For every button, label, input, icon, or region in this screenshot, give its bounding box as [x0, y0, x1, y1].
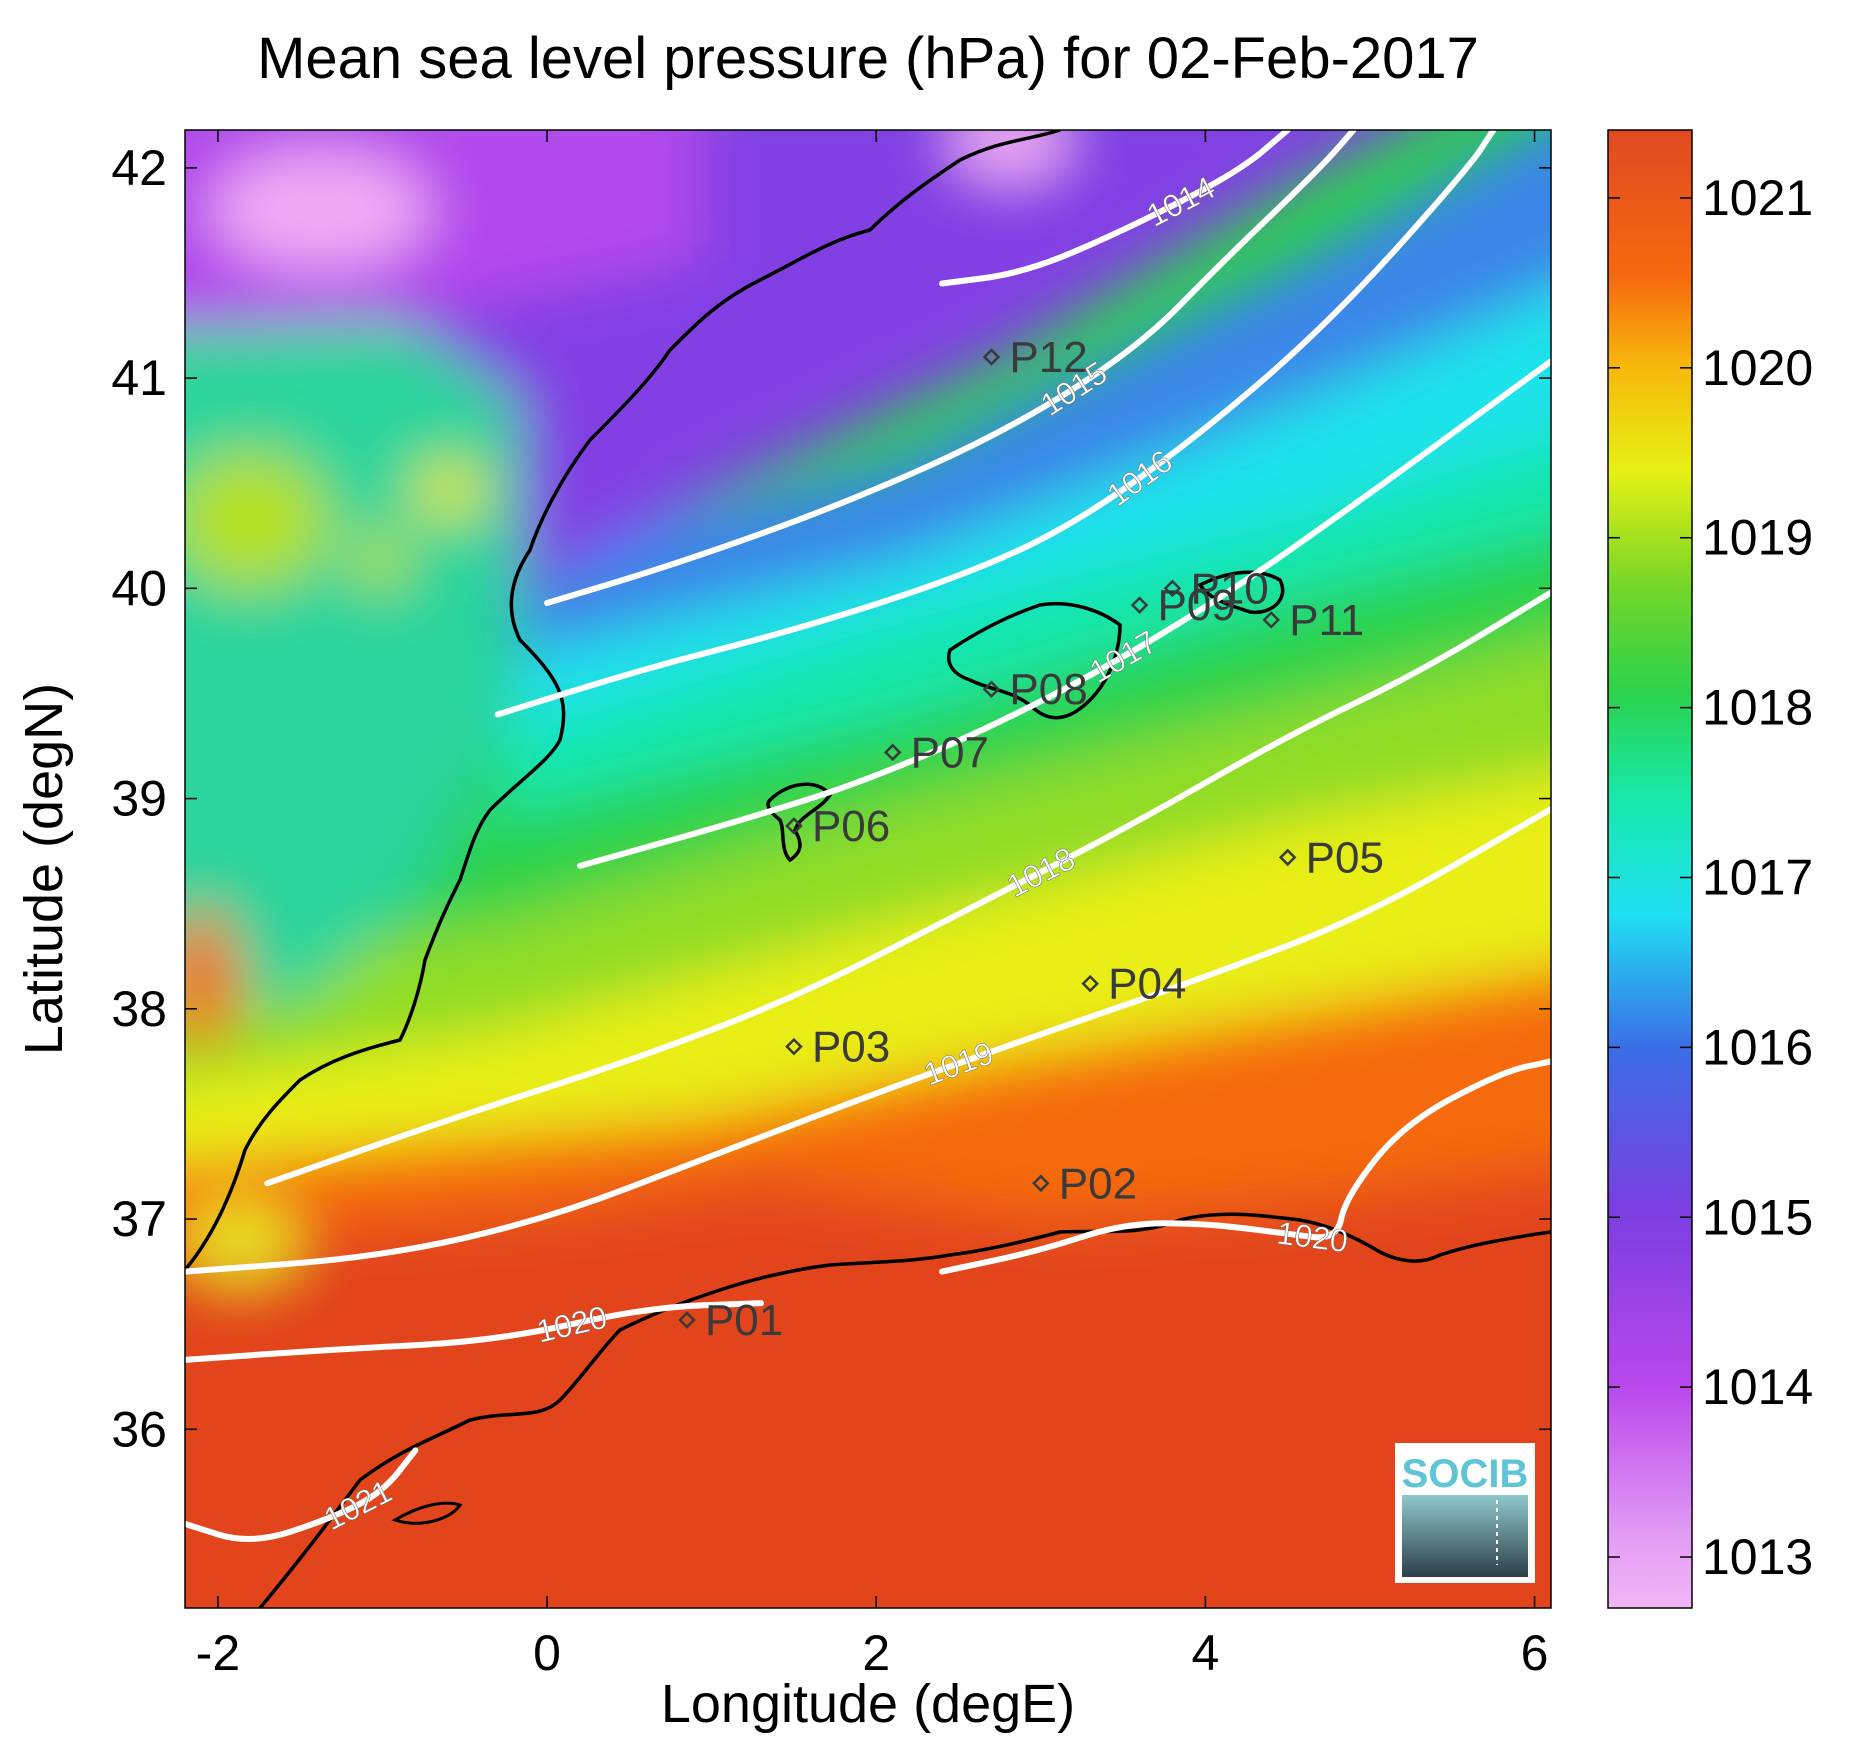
island-menorca: [1197, 570, 1285, 615]
x-axis-label: Longitude (degE): [661, 1674, 1075, 1734]
colorbar-tick-label: 1021: [1702, 170, 1813, 226]
isobar-line: [185, 806, 1551, 1275]
isobar-line: [544, 130, 1357, 607]
station-label: P01: [705, 1296, 783, 1345]
logo-text: SOCIB: [1402, 1452, 1529, 1496]
map-frame: [184, 129, 1552, 1609]
station-label: P07: [911, 728, 989, 777]
station-marker: [883, 743, 902, 762]
isobar-line: [264, 589, 1551, 1187]
isobar-label: 1020: [1275, 1215, 1350, 1260]
y-tick-label: 36: [111, 1401, 167, 1457]
y-tick-label: 39: [111, 771, 167, 827]
station-label: P02: [1059, 1159, 1137, 1208]
station-label: P03: [812, 1023, 890, 1072]
station-marker: [678, 1311, 696, 1329]
coastline-africa: [258, 1212, 1551, 1608]
colorbar-tick-label: 1013: [1702, 1529, 1813, 1585]
colorbar-tick-label: 1015: [1702, 1189, 1813, 1245]
x-tick-label: 4: [1191, 1625, 1219, 1681]
chart-title: Mean sea level pressure (hPa) for 02-Feb…: [257, 26, 1479, 91]
colorbar-tick-label: 1020: [1702, 340, 1813, 396]
island-alboran: [391, 1501, 463, 1525]
colorbar-tick-label: 1016: [1702, 1019, 1813, 1075]
station-label: P05: [1306, 833, 1384, 882]
island-mallorca: [947, 601, 1122, 720]
colorbar: [1607, 129, 1693, 1609]
station-marker: [982, 680, 1001, 699]
x-axis-ticks: -2 0 2 4 6: [196, 130, 1549, 1681]
station-marker: [1032, 1174, 1050, 1193]
station-marker: [1262, 611, 1280, 629]
isobar-line: [939, 130, 1291, 287]
isobar-line: [576, 358, 1551, 869]
socib-logo: SOCIB: [1395, 1443, 1535, 1583]
x-tick-label: 0: [533, 1625, 561, 1681]
station-marker: [1130, 596, 1149, 614]
y-tick-label: 37: [111, 1191, 167, 1247]
station-label: P08: [1009, 665, 1087, 714]
colorbar-ticks: 1013 1014 1015 1016 1017 1018 1019 1020 1021: [1608, 170, 1813, 1585]
station-marker: [1081, 974, 1099, 993]
island-ibiza: [766, 782, 833, 863]
station-label: P12: [1009, 333, 1087, 382]
colorbar-tick-label: 1019: [1702, 510, 1813, 566]
station-label: P06: [812, 802, 890, 851]
colorbar-tick-label: 1018: [1702, 680, 1813, 736]
station-marker: [1278, 848, 1297, 867]
colorbar-tick-label: 1017: [1702, 849, 1813, 905]
station-marker: [1163, 579, 1182, 598]
station-marker: [982, 348, 1001, 366]
station-marker: [785, 817, 803, 835]
x-tick-label: 2: [862, 1625, 890, 1681]
y-tick-label: 38: [111, 981, 167, 1037]
isobar-line: [185, 1447, 419, 1542]
y-axis-label: Latitude (degN): [14, 683, 74, 1055]
y-tick-label: 41: [111, 350, 167, 406]
station-marker: [785, 1037, 803, 1056]
station-label: P04: [1108, 960, 1186, 1009]
y-tick-label: 42: [111, 140, 167, 196]
y-axis-ticks: 36 37 38 39 40 41 42: [111, 140, 1551, 1457]
y-tick-label: 40: [111, 560, 167, 616]
isobar-line: [939, 1058, 1551, 1275]
coastline-iberia: [185, 130, 1061, 1272]
station-label: P09: [1158, 581, 1236, 630]
x-tick-label: 6: [1521, 1625, 1549, 1681]
isobar-line: [494, 130, 1497, 718]
pressure-field: [185, 130, 1551, 1608]
station-label: P10: [1190, 564, 1268, 613]
x-tick-label: -2: [196, 1625, 240, 1681]
isobar-line: [185, 1300, 765, 1363]
colorbar-tick-label: 1014: [1702, 1359, 1813, 1415]
station-label: P11: [1289, 596, 1364, 645]
